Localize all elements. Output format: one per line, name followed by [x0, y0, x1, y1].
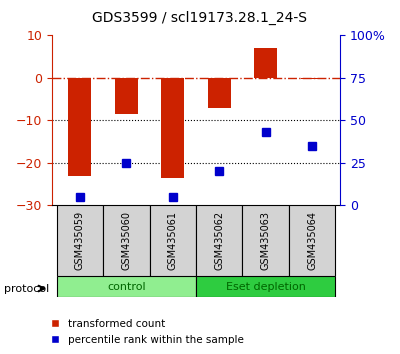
Text: control: control [107, 282, 146, 292]
Text: Eset depletion: Eset depletion [226, 282, 306, 292]
FancyBboxPatch shape [289, 205, 335, 276]
Bar [115, 78, 138, 114]
Bar [208, 78, 231, 108]
FancyBboxPatch shape [57, 276, 196, 297]
FancyBboxPatch shape [242, 205, 289, 276]
FancyBboxPatch shape [196, 205, 242, 276]
Bar [161, 78, 184, 178]
Text: GSM435060: GSM435060 [121, 211, 131, 270]
Bar [68, 78, 92, 176]
Text: GSM435064: GSM435064 [307, 211, 317, 270]
Text: GSM435062: GSM435062 [214, 211, 224, 270]
Bar [254, 48, 277, 78]
Bar [300, 78, 324, 79]
FancyBboxPatch shape [57, 205, 103, 276]
Text: GSM435063: GSM435063 [261, 211, 271, 270]
Text: GDS3599 / scl19173.28.1_24-S: GDS3599 / scl19173.28.1_24-S [92, 11, 308, 25]
FancyBboxPatch shape [103, 205, 150, 276]
Legend: transformed count, percentile rank within the sample: transformed count, percentile rank withi… [45, 315, 248, 349]
Text: GSM435059: GSM435059 [75, 211, 85, 270]
FancyBboxPatch shape [196, 276, 335, 297]
Text: GSM435061: GSM435061 [168, 211, 178, 270]
Text: protocol: protocol [4, 284, 49, 293]
FancyBboxPatch shape [150, 205, 196, 276]
